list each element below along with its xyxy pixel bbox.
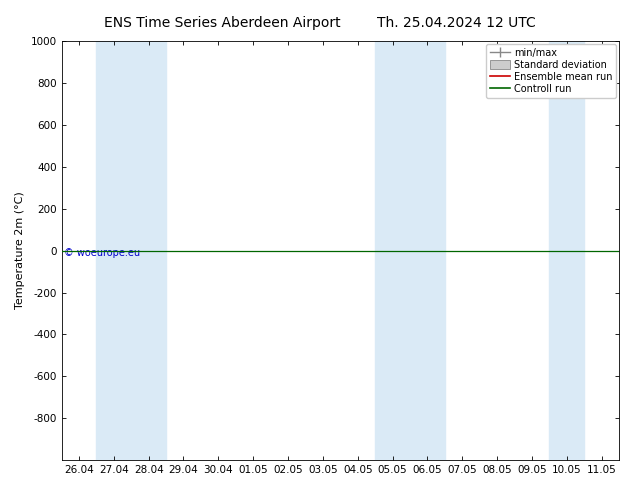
Text: © woeurope.eu: © woeurope.eu: [64, 248, 141, 259]
Text: Th. 25.04.2024 12 UTC: Th. 25.04.2024 12 UTC: [377, 16, 536, 30]
Bar: [549, 41, 584, 460]
Legend: min/max, Standard deviation, Ensemble mean run, Controll run: min/max, Standard deviation, Ensemble me…: [486, 44, 616, 98]
Bar: [96, 41, 166, 460]
Y-axis label: Temperature 2m (°C): Temperature 2m (°C): [15, 192, 25, 310]
Text: ENS Time Series Aberdeen Airport: ENS Time Series Aberdeen Airport: [103, 16, 340, 30]
Bar: [375, 41, 445, 460]
